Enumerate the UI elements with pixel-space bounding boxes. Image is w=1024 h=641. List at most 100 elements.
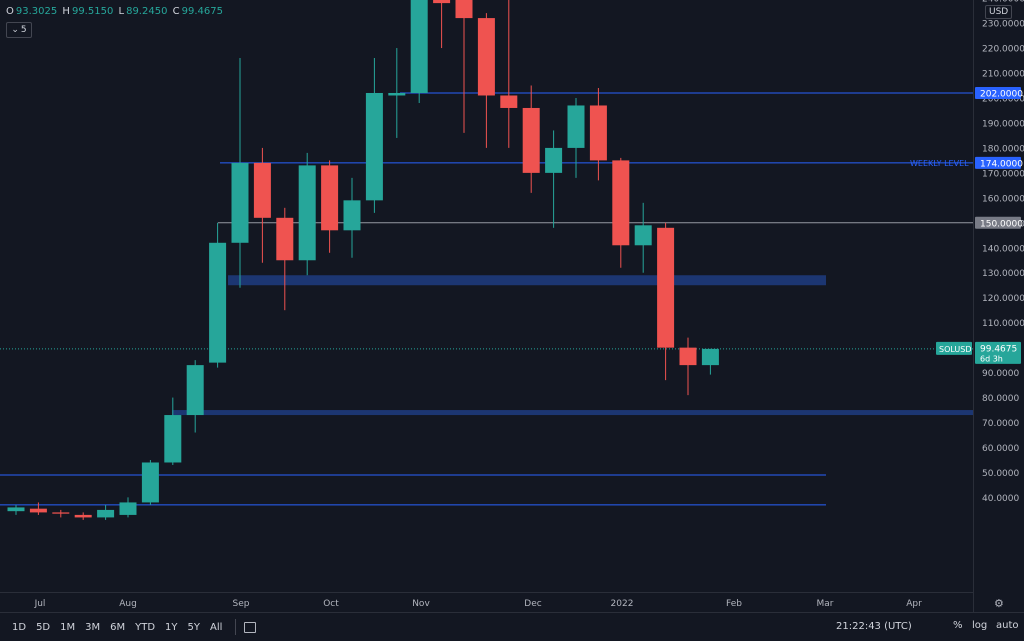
candle-body-29 <box>657 227 675 348</box>
open-value: 93.3025 <box>15 6 58 17</box>
range-ytd[interactable]: YTD <box>135 621 156 633</box>
candle-body-5 <box>119 502 137 515</box>
x-tick-0: Jul <box>34 599 46 609</box>
x-tick-4: Nov <box>412 599 430 609</box>
level-label-2: 174.0000 <box>980 159 1023 169</box>
close-value: 99.4675 <box>181 6 223 17</box>
y-axis[interactable]: 40.0000 50.0000 60.0000 70.0000 80.0000 90.00… <box>975 0 1024 504</box>
candle-body-25 <box>567 105 585 148</box>
zones-layer <box>172 275 973 416</box>
level-label-3: 150.0000 <box>980 219 1023 229</box>
candle-body-10 <box>231 162 249 243</box>
y-tick-12: 170.0000 <box>982 169 1024 179</box>
last-price-value: 99.4675 <box>980 344 1017 354</box>
high-value: 99.5150 <box>71 6 114 17</box>
y-tick-17: 220.0000 <box>982 45 1024 55</box>
range-1d[interactable]: 1D <box>12 621 27 633</box>
candle-body-18 <box>410 0 428 93</box>
y-tick-2: 60.0000 <box>982 444 1019 454</box>
y-tick-11: 160.0000 <box>982 194 1024 204</box>
interval-value: 5 <box>20 25 27 35</box>
y-tick-5: 90.0000 <box>982 369 1019 379</box>
candle-body-14 <box>321 165 339 231</box>
x-tick-8: Mar <box>817 599 834 609</box>
y-tick-16: 210.0000 <box>982 70 1024 80</box>
chevron-down-icon: ⌄ <box>11 25 19 35</box>
gear-icon[interactable]: ⚙ <box>994 597 1004 610</box>
candle-body-15 <box>343 200 361 231</box>
candle-body-28 <box>634 225 652 246</box>
level-label-bg-1 <box>975 86 1021 99</box>
x-tick-7: Feb <box>726 599 742 609</box>
level-label-1: 202.0000 <box>980 89 1023 99</box>
y-tick-19: 240.0000 <box>982 0 1024 5</box>
candle-body-3 <box>74 514 92 518</box>
y-tick-0: 40.0000 <box>982 494 1019 504</box>
y-tick-18: 230.0000 <box>982 20 1024 30</box>
candle-body-24 <box>545 147 563 173</box>
candle-body-22 <box>500 95 518 108</box>
auto-toggle[interactable]: auto <box>996 620 1019 631</box>
weekly-level-label: WEEKLY LEVEL <box>910 159 969 168</box>
clock-readout[interactable]: 21:22:43 (UTC) <box>836 621 912 632</box>
close-label: C <box>172 6 180 17</box>
log-toggle[interactable]: log <box>972 620 988 631</box>
y-tick-4: 80.0000 <box>982 394 1019 404</box>
candle-body-17 <box>388 92 406 96</box>
candle-body-9 <box>209 242 227 363</box>
range-1m[interactable]: 1M <box>60 621 76 633</box>
x-tick-1: Aug <box>119 599 137 609</box>
x-tick-3: Oct <box>323 599 339 609</box>
y-tick-1: 50.0000 <box>982 469 1019 479</box>
x-tick-5: Dec <box>524 599 541 609</box>
candle-body-31 <box>701 348 719 366</box>
candle-body-4 <box>97 509 115 518</box>
candle-body-8 <box>186 365 204 416</box>
candle-body-0 <box>7 507 25 512</box>
candle-body-26 <box>589 105 607 161</box>
interval-button[interactable]: ⌄ 5 <box>6 22 32 38</box>
candle-body-27 <box>612 160 630 246</box>
candle-body-16 <box>365 92 383 201</box>
level-label-bg-2 <box>975 156 1021 169</box>
range-6m[interactable]: 6M <box>110 621 126 633</box>
currency-button[interactable]: USD <box>985 5 1013 19</box>
calendar-icon[interactable] <box>244 621 257 633</box>
x-tick-9: Apr <box>906 599 922 609</box>
candle-body-6 <box>141 462 159 503</box>
candle-body-2 <box>52 512 70 514</box>
low-label: L <box>118 6 125 17</box>
bottom-toolbar: 1D 5D 1M 3M 6M YTD 1Y 5Y All 21:22:43 (U… <box>0 612 1024 641</box>
candle-body-30 <box>679 347 697 366</box>
range-1y[interactable]: 1Y <box>165 621 178 633</box>
zone-0 <box>228 275 826 286</box>
y-tick-6: 110.0000 <box>982 319 1024 329</box>
x-tick-2: Sep <box>233 599 250 609</box>
percent-toggle[interactable]: % <box>953 620 963 631</box>
open-label: O <box>6 6 14 17</box>
y-tick-7: 120.0000 <box>982 294 1024 304</box>
candle-body-11 <box>253 162 271 218</box>
candle-body-1 <box>29 508 47 513</box>
low-value: 89.2450 <box>126 6 168 17</box>
range-5d[interactable]: 5D <box>36 621 51 633</box>
symbol-tag: SOLUSD <box>939 345 972 354</box>
y-tick-9: 140.0000 <box>982 244 1024 254</box>
candles-layer <box>7 0 719 520</box>
y-tick-3: 70.0000 <box>982 419 1019 429</box>
range-3m[interactable]: 3M <box>85 621 101 633</box>
y-tick-15: 200.0000 <box>982 94 1024 104</box>
level-label-bg-3 <box>975 216 1021 229</box>
range-5y[interactable]: 5Y <box>187 621 201 633</box>
zone-1 <box>172 410 973 416</box>
candle-body-19 <box>433 0 451 4</box>
x-axis[interactable]: Jul Aug Sep Oct Nov Dec 2022 Feb Mar Apr ⚙ <box>34 597 1004 610</box>
toolbar-divider <box>235 619 237 635</box>
y-tick-8: 130.0000 <box>982 269 1024 279</box>
candle-body-7 <box>164 415 182 463</box>
candle-body-23 <box>522 107 540 173</box>
last-price-bg <box>975 341 1021 364</box>
ohlc-legend: O 93.3025 H 99.5150 L 89.2450 C 99.4675 <box>6 6 225 17</box>
range-all[interactable]: All <box>210 621 223 633</box>
